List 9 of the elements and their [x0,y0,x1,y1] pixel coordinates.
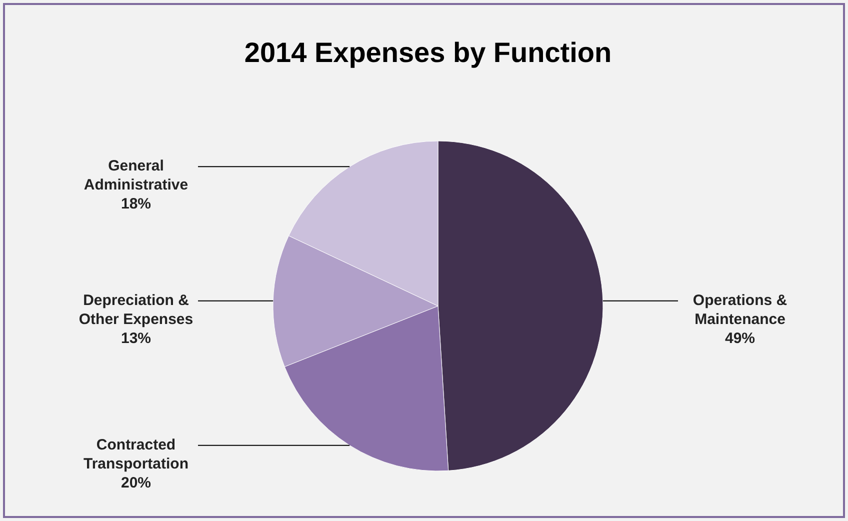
chart-title: 2014 Expenses by Function [244,37,612,68]
data-label: 20% [120,474,152,492]
data-label: 18% [120,196,152,213]
data-label: 13% [120,330,152,347]
slice-label: Operations & Maintenance [692,292,788,328]
slice-label: Contracted Transportation [83,436,189,472]
slice-label: Depreciation & Other Expenses [78,292,194,328]
data-label: 49% [724,330,756,347]
slice-label: General Administrative [84,158,188,194]
